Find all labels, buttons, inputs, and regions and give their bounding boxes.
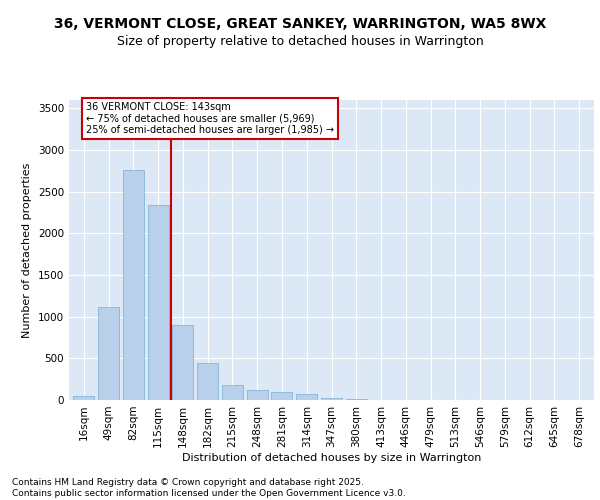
- Bar: [197, 364, 218, 400]
- Bar: [271, 392, 292, 400]
- Bar: [148, 205, 169, 400]
- Bar: [247, 390, 268, 400]
- X-axis label: Distribution of detached houses by size in Warrington: Distribution of detached houses by size …: [182, 452, 481, 462]
- Bar: [123, 170, 144, 400]
- Bar: [222, 384, 243, 400]
- Bar: [346, 399, 367, 400]
- Text: 36 VERMONT CLOSE: 143sqm
← 75% of detached houses are smaller (5,969)
25% of sem: 36 VERMONT CLOSE: 143sqm ← 75% of detach…: [86, 102, 334, 135]
- Bar: [321, 398, 342, 400]
- Text: Contains HM Land Registry data © Crown copyright and database right 2025.
Contai: Contains HM Land Registry data © Crown c…: [12, 478, 406, 498]
- Text: Size of property relative to detached houses in Warrington: Size of property relative to detached ho…: [116, 35, 484, 48]
- Text: 36, VERMONT CLOSE, GREAT SANKEY, WARRINGTON, WA5 8WX: 36, VERMONT CLOSE, GREAT SANKEY, WARRING…: [54, 18, 546, 32]
- Bar: [98, 306, 119, 400]
- Bar: [73, 396, 94, 400]
- Bar: [172, 325, 193, 400]
- Y-axis label: Number of detached properties: Number of detached properties: [22, 162, 32, 338]
- Bar: [296, 394, 317, 400]
